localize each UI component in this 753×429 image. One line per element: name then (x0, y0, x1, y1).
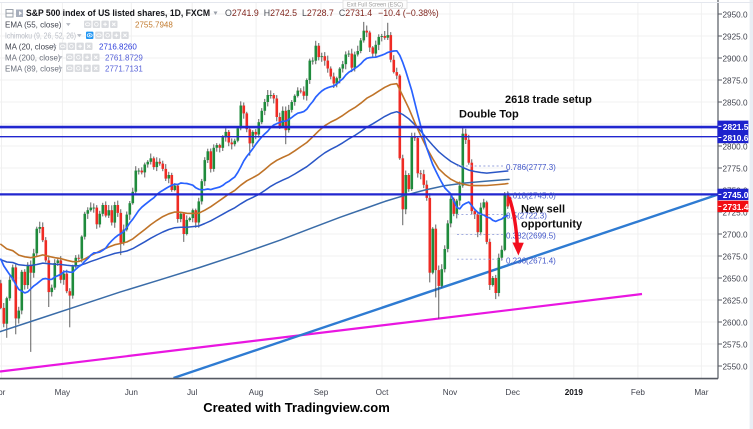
svg-text:Jul: Jul (187, 388, 198, 397)
svg-text:2800.0: 2800.0 (723, 142, 748, 151)
svg-text:2575.0: 2575.0 (723, 340, 748, 349)
svg-text:Jun: Jun (125, 388, 139, 397)
svg-text:0.236(2671.4): 0.236(2671.4) (506, 256, 556, 265)
svg-text:opportunity: opportunity (521, 219, 583, 231)
svg-text:S&P 500 index of US listed sha: S&P 500 index of US listed shares, 1D, F… (26, 8, 210, 18)
svg-text:2700.0: 2700.0 (723, 230, 748, 239)
svg-text:MA (20, close): MA (20, close) (5, 43, 56, 52)
svg-text:Ichimoku (9, 26, 52, 26): Ichimoku (9, 26, 52, 26) (5, 32, 76, 41)
svg-text:0.382(2699.5): 0.382(2699.5) (506, 232, 556, 241)
svg-text:0.5(2722.3): 0.5(2722.3) (506, 212, 547, 221)
svg-text:2775.0: 2775.0 (723, 164, 748, 173)
svg-text:Created with Tradingview.com: Created with Tradingview.com (203, 400, 390, 415)
svg-text:EMA (89, close): EMA (89, close) (5, 65, 62, 74)
svg-text:2900.0: 2900.0 (723, 54, 748, 63)
svg-text:2650.0: 2650.0 (723, 274, 748, 283)
svg-text:Oct: Oct (376, 388, 389, 397)
svg-text:2550.0: 2550.0 (723, 362, 748, 371)
svg-text:2745.0: 2745.0 (723, 190, 749, 200)
svg-text:2850.0: 2850.0 (723, 98, 748, 107)
svg-text:Feb: Feb (631, 388, 646, 397)
svg-text:2810.6: 2810.6 (723, 133, 749, 143)
svg-text:0.786(2777.3): 0.786(2777.3) (506, 163, 556, 172)
svg-text:2618 trade setup: 2618 trade setup (505, 94, 592, 106)
svg-text:2600.0: 2600.0 (723, 318, 748, 327)
svg-text:Dec: Dec (505, 388, 520, 397)
svg-text:MA (200, close): MA (200, close) (5, 54, 61, 63)
svg-text:2725.0: 2725.0 (723, 208, 748, 217)
svg-text:Aug: Aug (249, 388, 264, 397)
svg-text:2019: 2019 (565, 388, 584, 397)
svg-text:2675.0: 2675.0 (723, 252, 748, 261)
svg-text:New sell: New sell (521, 204, 565, 216)
svg-text:Apr: Apr (0, 388, 6, 397)
svg-text:2950.0: 2950.0 (723, 10, 748, 19)
svg-text:Sep: Sep (314, 388, 329, 397)
svg-text:2761.8729: 2761.8729 (105, 54, 143, 63)
svg-text:2731.4: 2731.4 (723, 202, 749, 212)
svg-text:2821.5: 2821.5 (723, 122, 749, 132)
svg-text:EMA (55, close): EMA (55, close) (5, 21, 62, 30)
svg-text:2755.7948: 2755.7948 (135, 21, 173, 30)
svg-text:2771.7131: 2771.7131 (105, 65, 143, 74)
svg-text:Mar: Mar (694, 388, 708, 397)
svg-text:2716.8260: 2716.8260 (99, 43, 137, 52)
svg-text:2925.0: 2925.0 (723, 32, 748, 41)
svg-text:Double Top: Double Top (459, 109, 519, 121)
svg-text:Exit Full Screen (ESC): Exit Full Screen (ESC) (347, 1, 403, 8)
svg-text:May: May (55, 388, 71, 397)
svg-text:Nov: Nov (443, 388, 458, 397)
svg-text:2625.0: 2625.0 (723, 296, 748, 305)
svg-text:0.618(2745.0): 0.618(2745.0) (506, 192, 556, 201)
svg-text:2875.0: 2875.0 (723, 76, 748, 85)
